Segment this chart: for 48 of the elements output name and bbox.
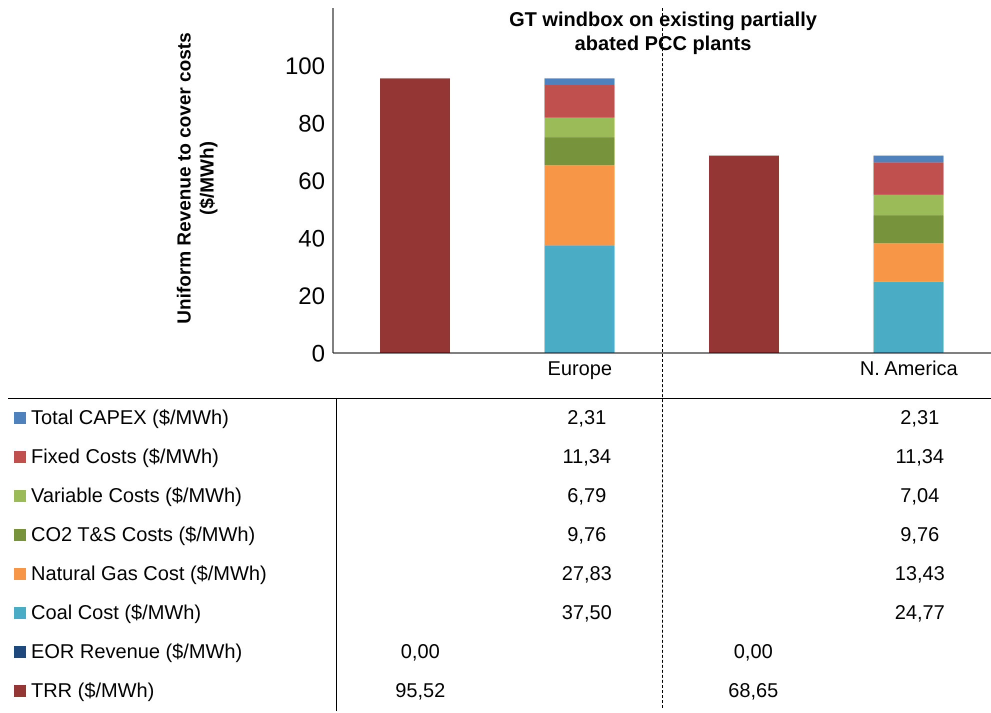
data-label: 37,50 [560,600,613,626]
bar [874,156,944,162]
data-label: 0,00 [732,640,774,664]
legend-label: EOR Revenue ($/MWh) [31,640,242,662]
bar [874,162,944,195]
bar [544,137,614,166]
legend-label: Variable Costs ($/MWh) [31,484,242,506]
data-label: 2,31 [504,398,670,438]
legend-label: Coal Cost ($/MWh) [31,602,202,624]
y-tick-label: 20 [298,283,325,310]
y-tick-label: 60 [298,168,325,196]
bar [874,215,944,244]
data-label: 11,34 [894,444,946,470]
data-label: 27,83 [560,562,613,586]
legend-label: Fixed Costs ($/MWh) [31,446,219,468]
data-label: 11,34 [561,444,612,470]
bar [874,282,944,353]
data-label: 95,52 [394,678,446,704]
bar [544,118,614,138]
y-axis-title: Uniform Revenue to cover costs ($/MWh) [174,31,220,326]
x-tick-label: N. America [860,358,959,380]
bar [544,78,614,85]
y-tick-label: 80 [298,110,325,138]
data-label: 7,04 [899,484,940,508]
bar [874,243,944,282]
data-label: 2,31 [836,398,991,438]
data-label: 13,43 [894,562,946,586]
bar [544,165,614,246]
bar [544,245,614,353]
y-tick-label: 0 [312,340,325,368]
data-label: 68,65 [727,678,780,704]
x-tick-label: Europe [548,358,612,380]
text: GT windbox on existing partially abated PCC plants [493,8,833,56]
legend-label: CO2 T&S Costs ($/MWh) [31,524,256,546]
legend-label: Total CAPEX ($/MWh) [31,406,229,429]
y-tick-label: 40 [298,226,325,253]
data-label: 0,00 [400,640,441,664]
data-label: 6,79 [566,484,608,508]
bar [380,78,450,353]
data-label: 9,76 [899,522,940,548]
bar [709,156,779,353]
bar [544,84,614,118]
legend-label: TRR ($/MWh) [31,680,154,702]
y-tick-label: 100 [284,53,325,80]
data-label: 9,76 [566,522,608,548]
data-label: 24,77 [894,600,946,626]
legend-label: Natural Gas Cost ($/MWh) [31,562,267,584]
bar [874,194,944,216]
